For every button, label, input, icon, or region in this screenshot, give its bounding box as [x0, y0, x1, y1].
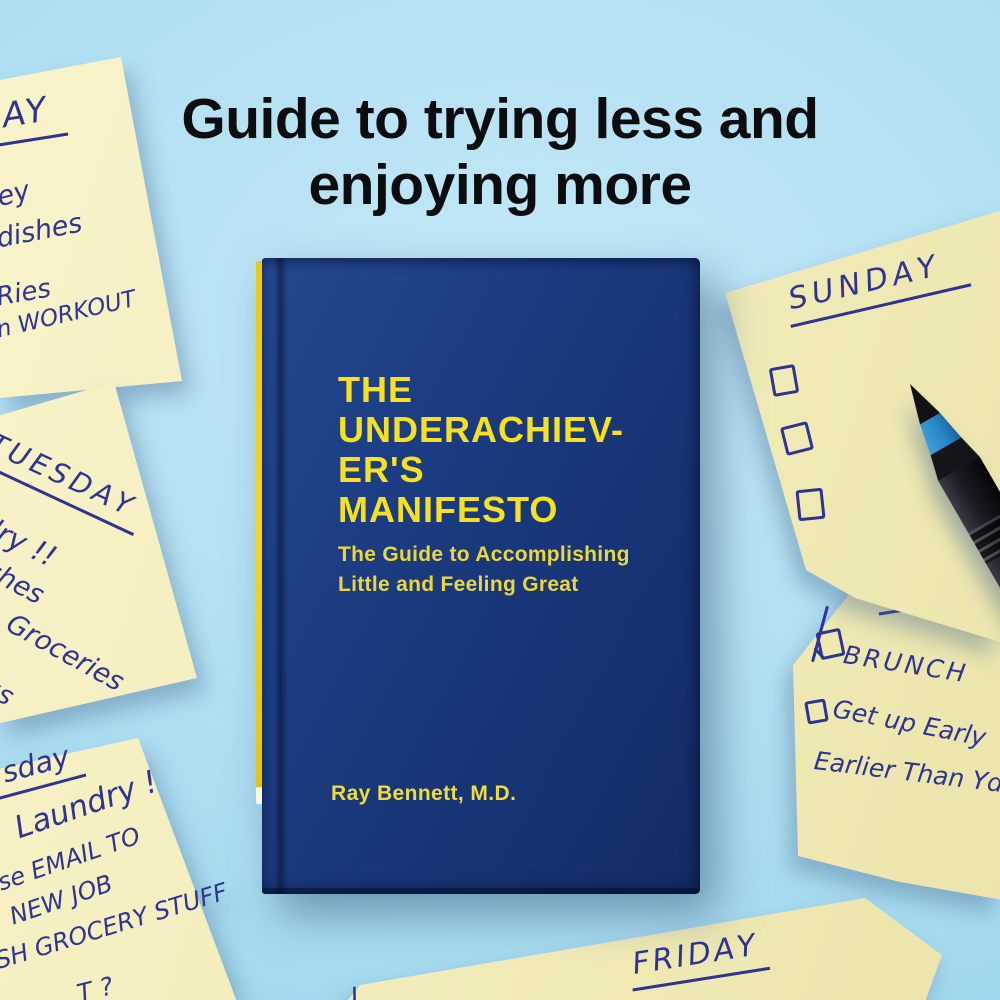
book-page-edge [256, 261, 266, 798]
book-subtitle-line: Little and Feeling Great [338, 573, 579, 596]
book-author: Ray Bennett, M.D. [331, 782, 517, 805]
book-title-line: ER'S [338, 449, 425, 490]
book-title-line: UNDERACHIEV- [338, 409, 625, 450]
book-hinge-groove [274, 258, 288, 894]
headline-line-1: Guide to trying less and [181, 87, 819, 151]
headline-line-2: enjoying more [308, 153, 692, 217]
headline: Guide to trying less and enjoying more [0, 86, 1000, 218]
book-title: THE UNDERACHIEV- ER'S MANIFESTO [338, 370, 624, 530]
book-front-cover [262, 258, 700, 894]
book-subtitle-line: The Guide to Accomplishing [338, 543, 630, 566]
book-title-line: THE [338, 369, 413, 410]
book-title-line: MANIFESTO [338, 489, 559, 530]
book-subtitle: The Guide to Accomplishing Little and Fe… [338, 540, 630, 600]
book-bottom-edge [262, 888, 700, 894]
